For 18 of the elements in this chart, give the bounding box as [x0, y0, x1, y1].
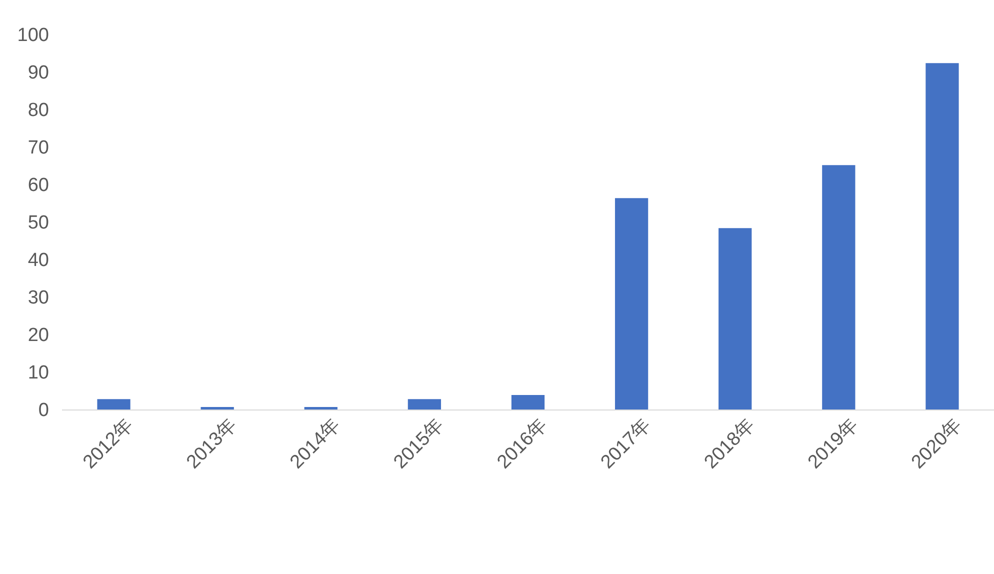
bar: [718, 228, 752, 410]
bar: [822, 165, 856, 410]
y-tick-label: 90: [28, 62, 49, 84]
y-tick-label: 100: [17, 25, 49, 46]
bar: [97, 399, 130, 410]
y-tick-label: 60: [28, 175, 49, 196]
y-tick-label: 30: [28, 288, 49, 309]
y-tick-label: 20: [28, 325, 49, 346]
bar: [926, 63, 959, 410]
y-tick-label: 70: [28, 138, 49, 159]
y-tick-label: 0: [38, 400, 49, 422]
y-tick-label: 50: [28, 212, 49, 234]
y-tick-label: 10: [28, 362, 49, 384]
y-tick-label: 40: [28, 250, 49, 272]
bar: [511, 395, 545, 410]
y-tick-label: 80: [28, 100, 49, 122]
bar: [614, 198, 648, 410]
bar: [408, 399, 442, 410]
